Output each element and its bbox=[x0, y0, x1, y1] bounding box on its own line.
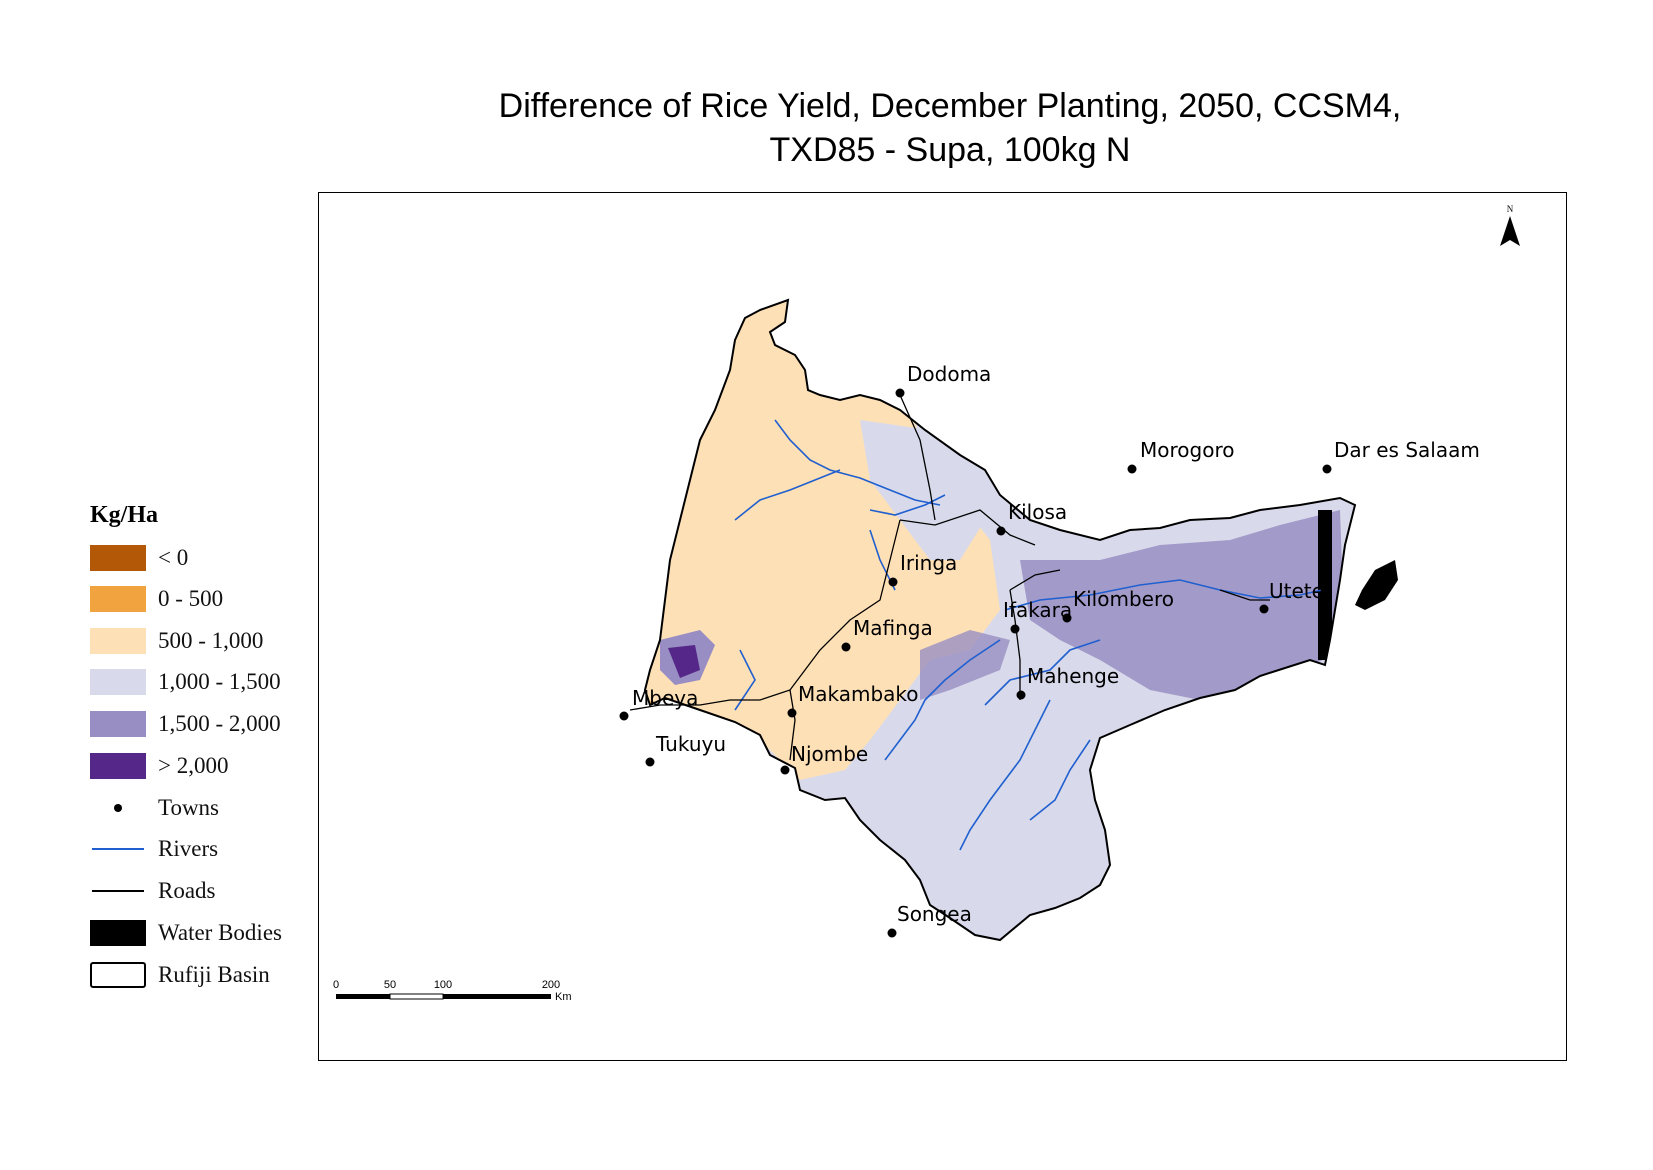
road-4 bbox=[1009, 589, 1021, 700]
road-1 bbox=[899, 394, 936, 521]
town-dot-songea bbox=[887, 928, 897, 938]
town-dot-utete bbox=[1259, 604, 1269, 614]
scale-tick-0: 0 bbox=[333, 979, 339, 991]
legend-swatch bbox=[90, 669, 146, 695]
legend-item-lt-0: < 0 bbox=[90, 543, 188, 573]
town-label-morogoro: Morogoro bbox=[1140, 438, 1234, 462]
town-dot-mbeya bbox=[619, 711, 629, 721]
town-dot-dodoma bbox=[895, 388, 905, 398]
legend-item-roads: Roads bbox=[90, 876, 216, 906]
river-1 bbox=[774, 419, 941, 506]
legend-label: 500 - 1,000 bbox=[158, 628, 264, 653]
legend-item-rufiji-basin: Rufiji Basin bbox=[90, 960, 270, 990]
town-label-dar-es-salaam: Dar es Salaam bbox=[1334, 438, 1480, 462]
town-label-mafinga: Mafinga bbox=[853, 616, 933, 640]
roads bbox=[629, 394, 1270, 761]
town-label-njombe: Njombe bbox=[791, 742, 868, 766]
legend-title: Kg/Ha bbox=[90, 502, 159, 528]
legend-label: 0 - 500 bbox=[158, 586, 224, 611]
north-label: N bbox=[1507, 204, 1514, 214]
legend-item-1000-1500: 1,000 - 1,500 bbox=[90, 667, 281, 697]
river-7 bbox=[1029, 739, 1091, 821]
road-5 bbox=[789, 689, 796, 761]
map-frame bbox=[318, 192, 1567, 1061]
yield-raster bbox=[645, 300, 1355, 940]
scale-tick-200: 200 bbox=[542, 979, 560, 991]
town-dot-mahenge bbox=[1016, 690, 1026, 700]
legend-swatch bbox=[90, 711, 146, 737]
town-label-kilosa: Kilosa bbox=[1008, 500, 1067, 524]
legend-swatch bbox=[90, 628, 146, 654]
map-title-line2: TXD85 - Supa, 100kg N bbox=[769, 131, 1131, 169]
town-dot-ifakara bbox=[1010, 624, 1020, 634]
town-dot-dar-es-salaam bbox=[1322, 464, 1332, 474]
river-rufiji bbox=[1004, 579, 1323, 611]
town-label-dodoma: Dodoma bbox=[907, 362, 991, 386]
legend-swatch bbox=[90, 962, 146, 988]
town-dot-mafinga bbox=[841, 642, 851, 652]
legend-label: > 2,000 bbox=[158, 753, 229, 778]
town-label-tukuyu: Tukuyu bbox=[655, 732, 726, 756]
road-line-icon bbox=[90, 878, 146, 904]
legend-item-gt-2000: > 2,000 bbox=[90, 751, 228, 781]
town-dot-kilombero bbox=[1062, 613, 1072, 623]
water-body-coast bbox=[1318, 510, 1332, 660]
legend-swatch bbox=[90, 920, 146, 946]
town-label-kilombero: Kilombero bbox=[1073, 587, 1174, 611]
town-label-mbeya: Mbeya bbox=[632, 686, 698, 710]
north-arrow-icon: N bbox=[1500, 204, 1520, 246]
legend-swatch bbox=[90, 753, 146, 779]
road-3 bbox=[899, 509, 1036, 546]
river-3 bbox=[869, 494, 946, 516]
towns: Dodoma Morogoro Dar es Salaam Kilosa Iri… bbox=[619, 362, 1480, 938]
legend-label: 1,000 - 1,500 bbox=[158, 669, 281, 694]
legend-item-towns: Towns bbox=[90, 793, 219, 823]
town-dot-icon bbox=[90, 795, 146, 821]
town-label-songea: Songea bbox=[897, 902, 972, 926]
legend-label: Rivers bbox=[158, 836, 219, 861]
legend-item-rivers: Rivers bbox=[90, 834, 218, 864]
town-label-makambako: Makambako bbox=[798, 682, 919, 706]
town-dot-kilosa bbox=[996, 526, 1006, 536]
scale-tick-100: 100 bbox=[434, 979, 452, 991]
road-6 bbox=[1219, 589, 1270, 601]
legend-label: Towns bbox=[158, 795, 220, 820]
map-title-line1: Difference of Rice Yield, December Plant… bbox=[498, 87, 1402, 125]
town-label-iringa: Iringa bbox=[900, 551, 957, 575]
class-fill-gt-2000 bbox=[668, 645, 700, 678]
legend-label: Roads bbox=[158, 878, 216, 903]
legend-item-water-bodies: Water Bodies bbox=[90, 918, 282, 948]
river-2 bbox=[734, 469, 841, 521]
legend-item-1500-2000: 1,500 - 2,000 bbox=[90, 709, 281, 739]
road-7 bbox=[1009, 569, 1061, 591]
town-label-mahenge: Mahenge bbox=[1027, 664, 1119, 688]
town-dot-tukuyu bbox=[645, 757, 655, 767]
town-dot-morogoro bbox=[1127, 464, 1137, 474]
legend-item-500-1000: 500 - 1,000 bbox=[90, 626, 263, 656]
river-6 bbox=[884, 639, 1001, 761]
river-line-icon bbox=[90, 836, 146, 862]
town-dot-njombe bbox=[780, 765, 790, 775]
river-8 bbox=[959, 699, 1051, 851]
scale-tick-50: 50 bbox=[384, 979, 396, 991]
legend-label: < 0 bbox=[158, 545, 189, 570]
legend-label: Rufiji Basin bbox=[158, 962, 270, 987]
legend-item-0-500: 0 - 500 bbox=[90, 584, 223, 614]
town-label-ifakara: Ifakara bbox=[1003, 598, 1072, 622]
class-fill-1000-1500-north bbox=[860, 420, 985, 560]
legend-label: Water Bodies bbox=[158, 920, 282, 945]
town-label-utete: Utete bbox=[1269, 579, 1324, 603]
rivers bbox=[734, 419, 1323, 851]
scale-bar: 0 50 100 200 Km bbox=[333, 979, 572, 1003]
river-9 bbox=[984, 639, 1101, 706]
legend-label: 1,500 - 2,000 bbox=[158, 711, 281, 736]
scale-unit: Km bbox=[555, 991, 572, 1003]
legend-swatch bbox=[90, 545, 146, 571]
town-dot-makambako bbox=[787, 708, 797, 718]
delta-islands bbox=[1355, 560, 1398, 610]
town-dot-iringa bbox=[888, 577, 898, 587]
legend-swatch bbox=[90, 586, 146, 612]
class-fill-1500-2000-east bbox=[1020, 510, 1345, 700]
